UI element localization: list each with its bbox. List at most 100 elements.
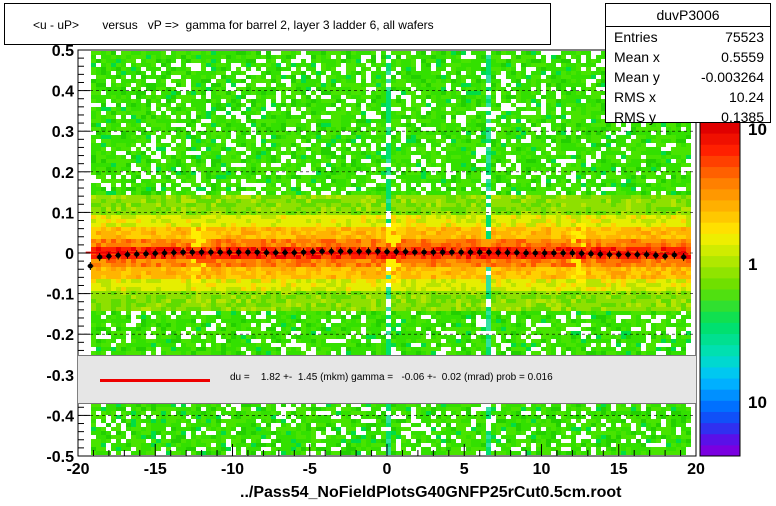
heatmap-cell: [261, 91, 266, 95]
heatmap-cell: [156, 419, 161, 423]
heatmap-cell: [256, 63, 261, 67]
heatmap-cell: [351, 223, 356, 227]
heatmap-cell: [106, 75, 111, 79]
heatmap-cell: [111, 227, 116, 231]
heatmap-cell: [191, 79, 196, 83]
heatmap-cell: [181, 323, 186, 327]
heatmap-cell: [216, 91, 221, 95]
heatmap-cell: [311, 287, 316, 291]
heatmap-cell: [296, 127, 301, 131]
heatmap-cell: [236, 263, 241, 267]
heatmap-cell: [371, 159, 376, 163]
heatmap-cell: [341, 195, 346, 199]
heatmap-cell: [91, 203, 96, 207]
heatmap-cell: [256, 119, 261, 123]
heatmap-cell: [191, 431, 196, 435]
heatmap-cell: [171, 71, 176, 75]
heatmap-cell: [256, 147, 261, 151]
heatmap-cell: [91, 291, 96, 295]
heatmap-cell: [111, 267, 116, 271]
heatmap-cell: [126, 199, 131, 203]
heatmap-cell: [221, 203, 226, 207]
heatmap-cell: [226, 119, 231, 123]
heatmap-cell: [291, 347, 296, 351]
heatmap-cell: [256, 311, 261, 315]
heatmap-cell: [356, 407, 361, 411]
heatmap-cell: [191, 423, 196, 427]
heatmap-cell: [131, 179, 136, 183]
heatmap-cell: [236, 435, 241, 439]
heatmap-cell: [126, 119, 131, 123]
heatmap-cell: [101, 51, 106, 55]
heatmap-cell: [111, 339, 116, 343]
heatmap-cell: [111, 159, 116, 163]
heatmap-cell: [326, 231, 331, 235]
heatmap-cell: [236, 87, 241, 91]
heatmap-cell: [181, 219, 186, 223]
heatmap-cell: [291, 91, 296, 95]
heatmap-cell: [181, 339, 186, 343]
heatmap-cell: [216, 291, 221, 295]
heatmap-cell: [226, 323, 231, 327]
heatmap-cell: [191, 215, 196, 219]
heatmap-cell: [241, 423, 246, 427]
heatmap-cell: [321, 439, 326, 443]
heatmap-cell: [146, 283, 151, 287]
heatmap-cell: [151, 343, 156, 347]
heatmap-cell: [286, 167, 291, 171]
heatmap-cell: [336, 351, 341, 355]
heatmap-cell: [321, 327, 326, 331]
heatmap-cell: [151, 423, 156, 427]
heatmap-cell: [211, 299, 216, 303]
heatmap-cell: [266, 155, 271, 159]
heatmap-cell: [271, 267, 276, 271]
heatmap-cell: [176, 79, 181, 83]
heatmap-cell: [146, 179, 151, 183]
heatmap-cell: [246, 59, 251, 63]
heatmap-cell: [266, 315, 271, 319]
heatmap-cell: [236, 235, 241, 239]
heatmap-cell: [216, 83, 221, 87]
heatmap-cell: [346, 175, 351, 179]
heatmap-cell: [286, 87, 291, 91]
heatmap-cell: [201, 343, 206, 347]
heatmap-cell: [336, 451, 341, 455]
heatmap-cell: [301, 283, 306, 287]
heatmap-cell: [96, 295, 101, 299]
heatmap-cell: [91, 83, 96, 87]
heatmap-cell: [106, 135, 111, 139]
heatmap-cell: [236, 223, 241, 227]
heatmap-cell: [166, 131, 171, 135]
heatmap-cell: [376, 343, 381, 347]
heatmap-cell: [181, 135, 186, 139]
heatmap-cell: [326, 227, 331, 231]
heatmap-cell: [286, 279, 291, 283]
heatmap-cell: [261, 115, 266, 119]
heatmap-cell: [256, 123, 261, 127]
heatmap-cell: [241, 243, 246, 247]
heatmap-cell: [301, 215, 306, 219]
heatmap-cell: [321, 335, 326, 339]
heatmap-cell: [281, 151, 286, 155]
heatmap-cell: [311, 415, 316, 419]
heatmap-cell: [266, 311, 271, 315]
heatmap-cell: [236, 339, 241, 343]
heatmap-cell: [276, 231, 281, 235]
heatmap-cell: [251, 55, 256, 59]
heatmap-cell: [266, 411, 271, 415]
heatmap-cell: [351, 227, 356, 231]
heatmap-cell: [176, 319, 181, 323]
heatmap-cell: [111, 163, 116, 167]
heatmap-cell: [196, 311, 201, 315]
heatmap-cell: [231, 295, 236, 299]
heatmap-cell: [221, 447, 226, 451]
heatmap-cell: [116, 239, 121, 243]
heatmap-cell: [376, 79, 381, 83]
heatmap-cell: [126, 163, 131, 167]
heatmap-cell: [136, 103, 141, 107]
heatmap-cell: [236, 231, 241, 235]
heatmap-cell: [186, 299, 191, 303]
heatmap-cell: [106, 63, 111, 67]
heatmap-cell: [351, 79, 356, 83]
heatmap-cell: [116, 215, 121, 219]
